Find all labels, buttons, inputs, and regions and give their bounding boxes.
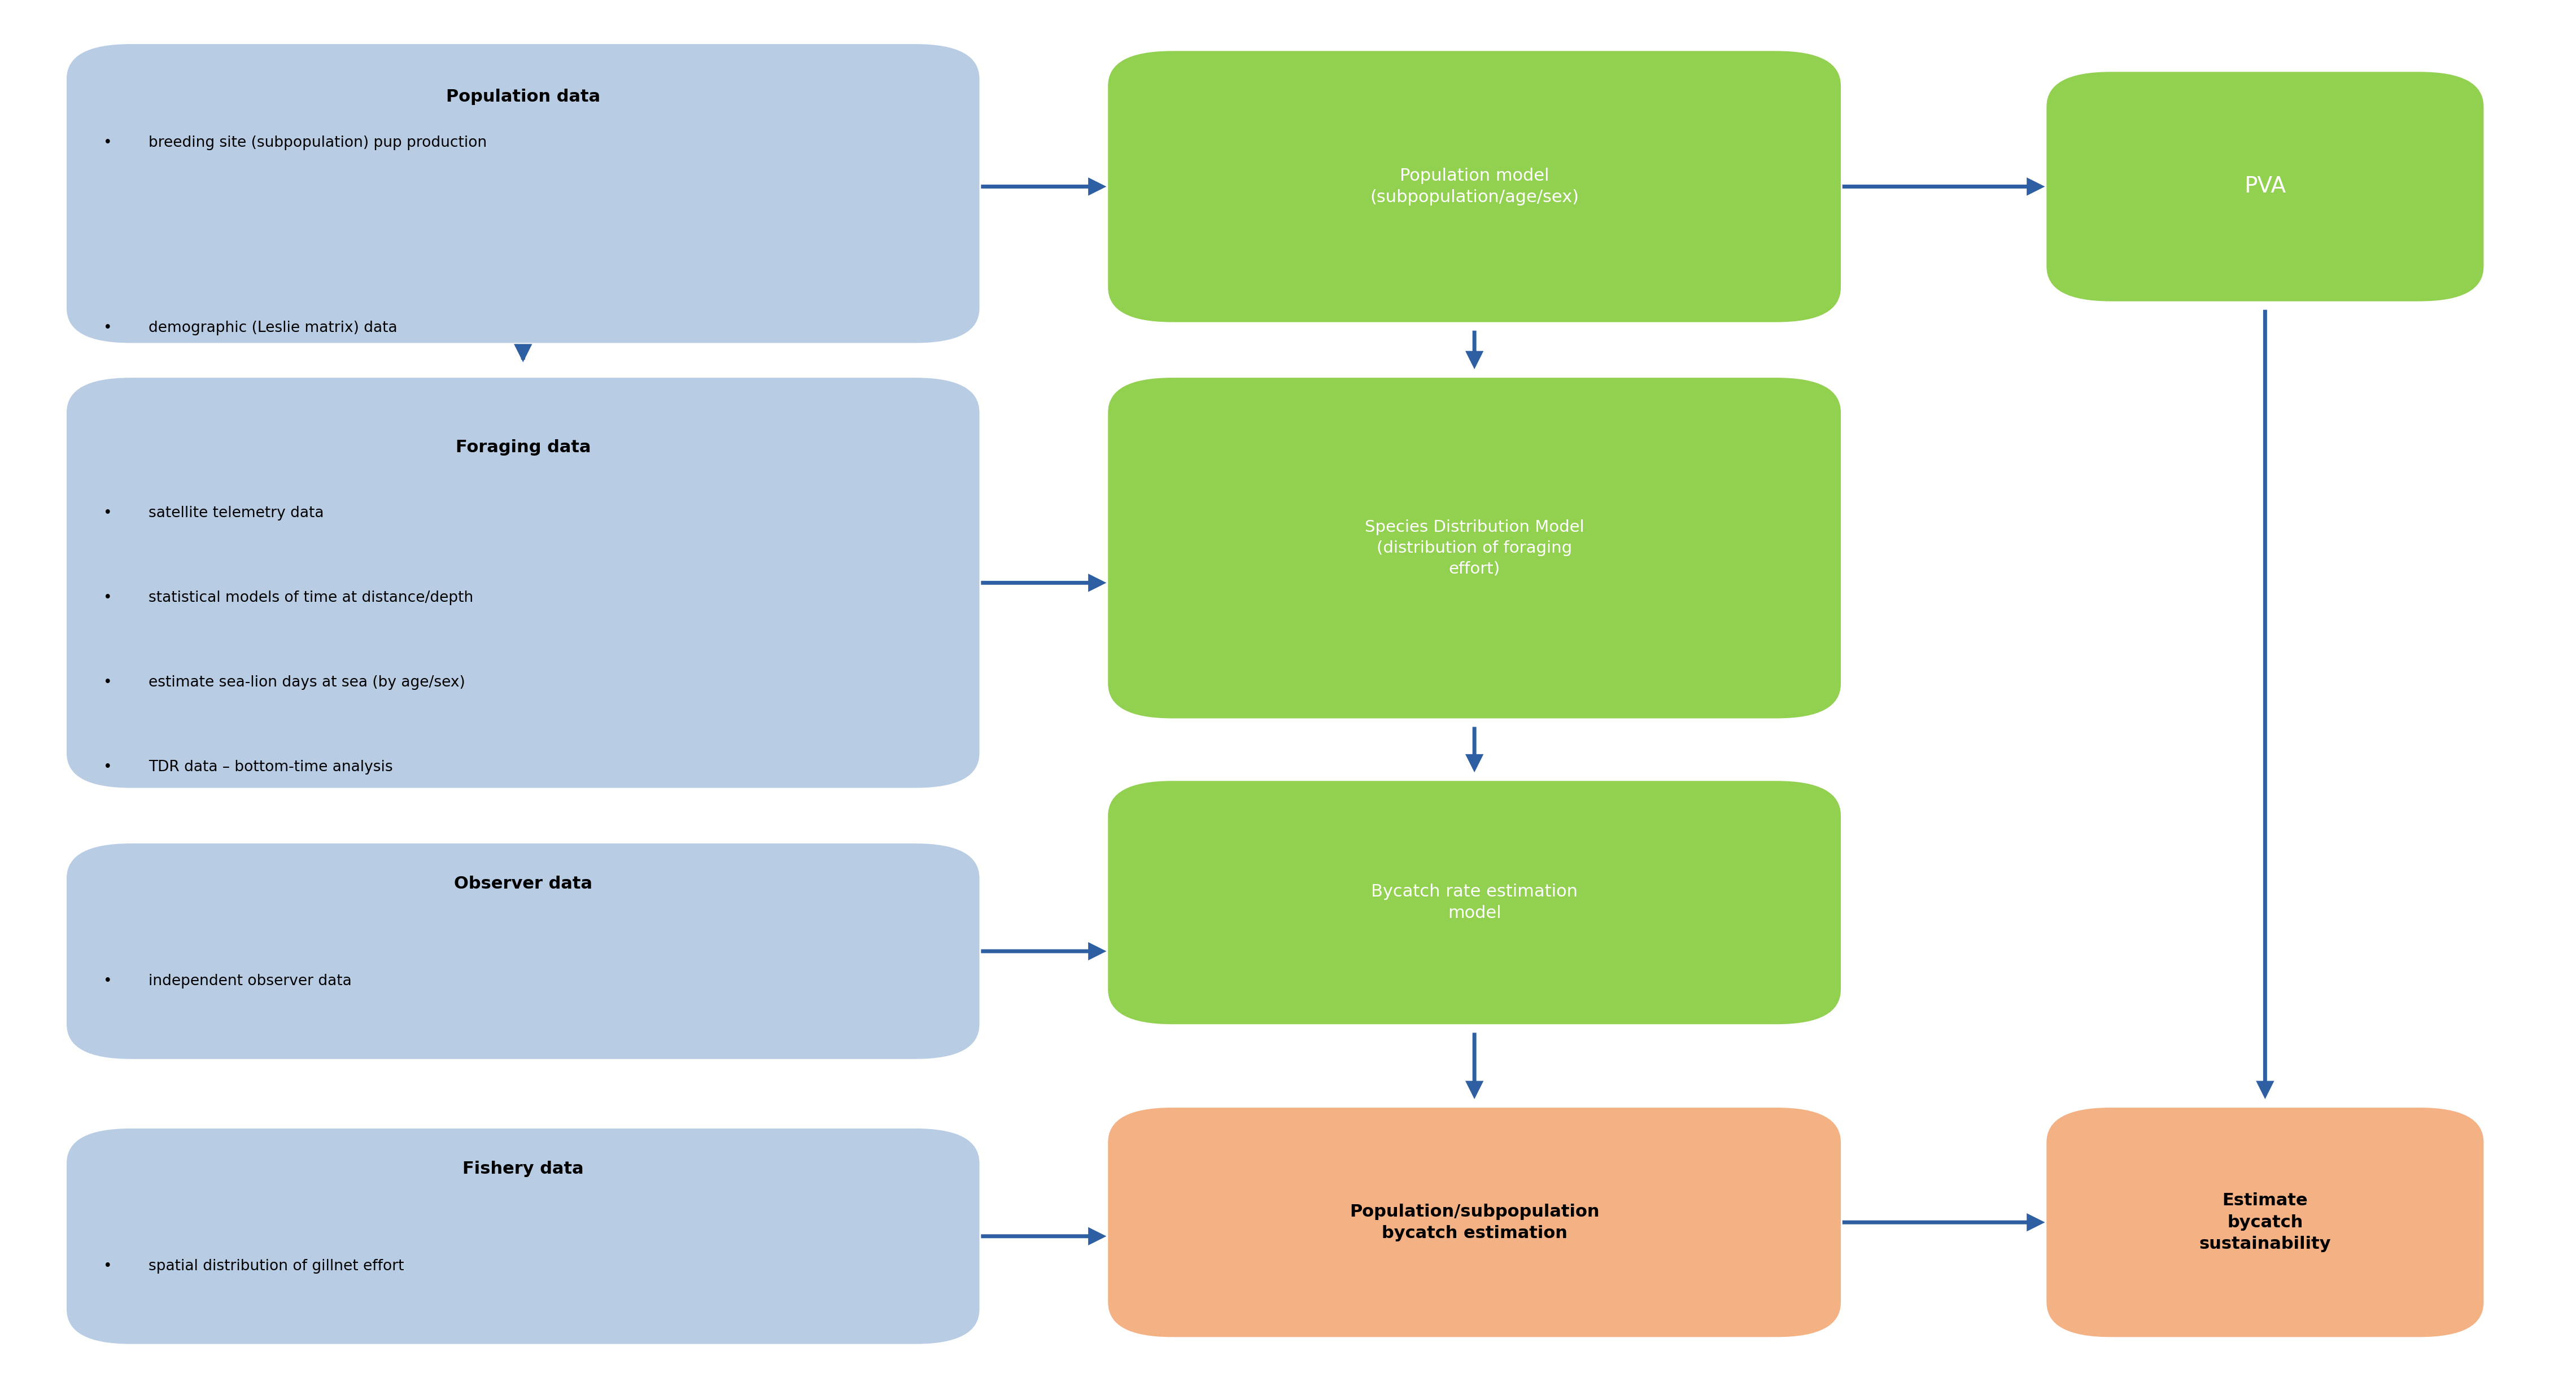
Text: Population/subpopulation
bycatch estimation: Population/subpopulation bycatch estimat… (1350, 1204, 1600, 1242)
FancyBboxPatch shape (2045, 1108, 2483, 1336)
Text: •: • (103, 321, 111, 335)
FancyBboxPatch shape (1108, 52, 1842, 322)
Text: •: • (103, 974, 111, 989)
FancyBboxPatch shape (2045, 73, 2483, 301)
Text: Observer data: Observer data (453, 876, 592, 893)
Text: satellite telemetry data: satellite telemetry data (149, 506, 325, 520)
Text: demographic (Leslie matrix) data: demographic (Leslie matrix) data (149, 321, 397, 335)
Text: Population model
(subpopulation/age/sex): Population model (subpopulation/age/sex) (1370, 167, 1579, 205)
FancyBboxPatch shape (67, 45, 979, 343)
Text: •: • (103, 1260, 111, 1274)
Text: estimate sea-lion days at sea (by age/sex): estimate sea-lion days at sea (by age/se… (149, 675, 466, 691)
Text: Population data: Population data (446, 89, 600, 105)
Text: Bycatch rate estimation
model: Bycatch rate estimation model (1370, 883, 1577, 922)
FancyBboxPatch shape (1108, 378, 1842, 718)
Text: Species Distribution Model
(distribution of foraging
effort): Species Distribution Model (distribution… (1365, 519, 1584, 576)
Text: •: • (103, 506, 111, 520)
Text: PVA: PVA (2244, 176, 2285, 197)
Text: •: • (103, 760, 111, 774)
FancyBboxPatch shape (1108, 781, 1842, 1024)
Text: •: • (103, 590, 111, 605)
Text: •: • (103, 675, 111, 691)
Text: breeding site (subpopulation) pup production: breeding site (subpopulation) pup produc… (149, 135, 487, 151)
Text: spatial distribution of gillnet effort: spatial distribution of gillnet effort (149, 1260, 404, 1274)
Text: Foraging data: Foraging data (456, 439, 590, 456)
FancyBboxPatch shape (67, 1129, 979, 1343)
Text: statistical models of time at distance/depth: statistical models of time at distance/d… (149, 590, 474, 605)
Text: independent observer data: independent observer data (149, 974, 353, 989)
FancyBboxPatch shape (67, 378, 979, 788)
Text: TDR data – bottom-time analysis: TDR data – bottom-time analysis (149, 760, 394, 774)
FancyBboxPatch shape (1108, 1108, 1842, 1336)
Text: •: • (103, 135, 111, 151)
Text: Estimate
bycatch
sustainability: Estimate bycatch sustainability (2200, 1193, 2331, 1253)
FancyBboxPatch shape (67, 844, 979, 1059)
Text: Fishery data: Fishery data (464, 1161, 585, 1177)
